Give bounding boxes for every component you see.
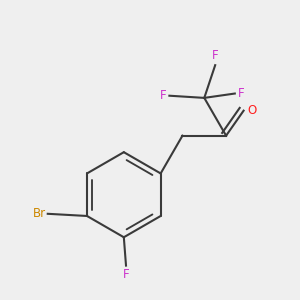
Text: F: F (238, 87, 245, 100)
Text: F: F (212, 49, 218, 62)
Text: O: O (247, 104, 256, 117)
Text: F: F (160, 89, 166, 102)
Text: Br: Br (32, 207, 46, 220)
Text: F: F (123, 268, 129, 281)
